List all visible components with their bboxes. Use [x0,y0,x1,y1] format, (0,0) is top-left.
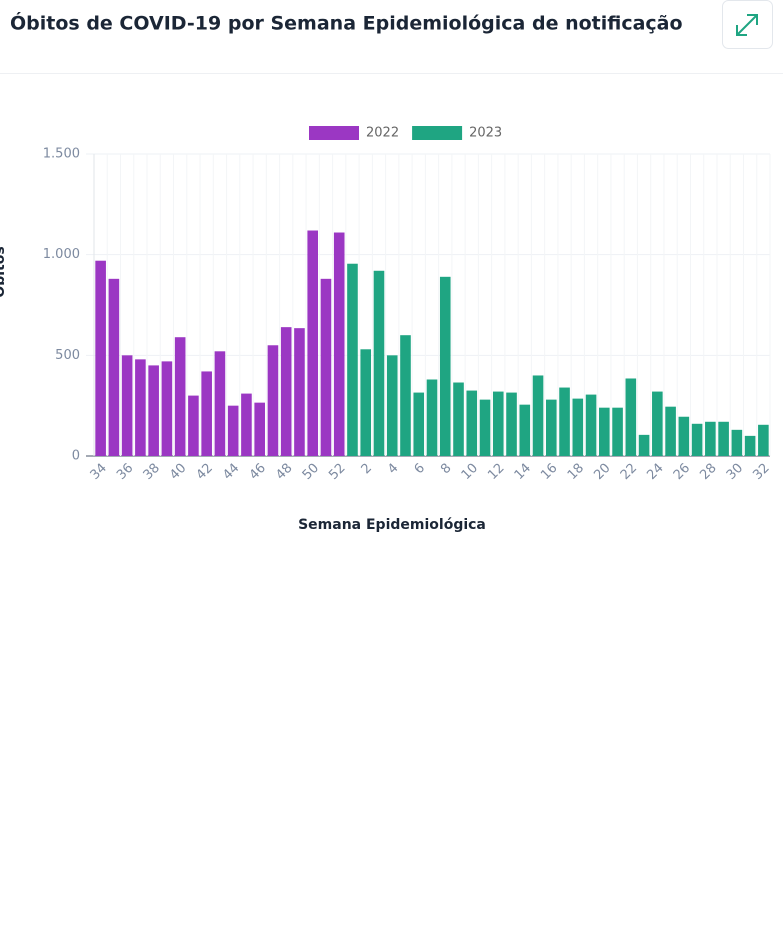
x-tick-label: 38 [141,461,163,483]
bar [426,379,438,456]
bar [665,406,676,456]
x-tick-label: 26 [671,461,693,483]
bar [545,399,557,456]
bar [135,359,146,456]
x-tick-label: 16 [538,461,560,483]
bar [320,278,332,456]
x-tick-label: 18 [565,461,587,483]
bar [439,276,451,456]
bar [705,421,716,456]
expand-icon[interactable] [736,14,758,36]
chart-title: Óbitos de COVID-19 por Semana Epidemioló… [10,11,683,35]
x-tick-label: 46 [247,461,269,483]
y-tick-label: 0 [72,449,80,464]
x-tick-label: 32 [750,461,772,483]
bar [148,365,159,456]
bar [307,230,319,456]
bar [360,349,372,456]
bar [532,375,544,456]
x-tick-label: 4 [385,461,401,477]
bar [744,435,756,456]
x-tick-label: 44 [220,461,242,483]
x-axis-title: Semana Epidemiológica [298,517,486,533]
bar [121,355,133,456]
x-tick-label: 20 [591,461,613,483]
y-tick-label: 1.500 [43,147,80,162]
bar [294,328,305,456]
bar [466,390,478,456]
y-axis-title: Óbitos [0,246,8,297]
y-tick-label: 500 [55,348,80,363]
x-tick-label: 34 [88,461,110,483]
bar [227,405,239,456]
x-tick-label: 28 [697,461,719,483]
bar [188,395,199,456]
bar [174,337,186,456]
bar [585,394,597,456]
bar [638,434,650,456]
x-tick-label: 30 [724,461,746,483]
x-tick-label: 52 [326,461,348,483]
x-tick-label: 48 [273,461,295,483]
bar [718,421,729,456]
bar [519,404,531,456]
x-tick-label: 6 [412,461,428,477]
bar [479,399,491,456]
bar [758,424,769,456]
x-tick-label: 8 [438,461,454,477]
bar [386,355,398,456]
bar [161,361,173,456]
legend-label: 2022 [366,126,399,141]
bar [453,382,464,456]
bar [201,371,212,456]
bar [254,402,265,456]
legend-swatch [309,126,359,140]
bar [559,387,570,456]
bar [267,345,279,456]
bar [625,378,637,456]
x-tick-label: 2 [359,461,375,477]
legend-swatch [412,126,463,140]
bar [599,407,610,456]
bar [214,351,226,456]
bar [333,232,345,456]
expand-button[interactable] [722,0,773,49]
bar [691,423,703,456]
bar [506,392,517,456]
bar [373,270,385,456]
x-tick-label: 22 [618,461,640,483]
bar [612,407,623,456]
x-tick-label: 42 [194,461,216,483]
bar [347,263,358,456]
bar [678,416,690,456]
bar [241,393,252,456]
x-tick-label: 12 [485,461,507,483]
x-tick-label: 10 [459,461,481,483]
bar [652,391,663,456]
x-tick-label: 50 [300,461,322,483]
bar [731,429,743,456]
bar [400,335,411,456]
x-tick-label: 40 [167,461,189,483]
x-tick-label: 24 [644,461,666,483]
x-tick-label: 36 [114,461,136,483]
bar [108,278,120,456]
y-tick-label: 1.000 [43,247,80,262]
bar [95,260,106,456]
x-tick-label: 14 [512,461,534,483]
bar [572,398,584,456]
legend-label: 2023 [469,126,502,141]
bar [492,391,504,456]
bar [280,327,292,456]
bar [413,392,425,456]
